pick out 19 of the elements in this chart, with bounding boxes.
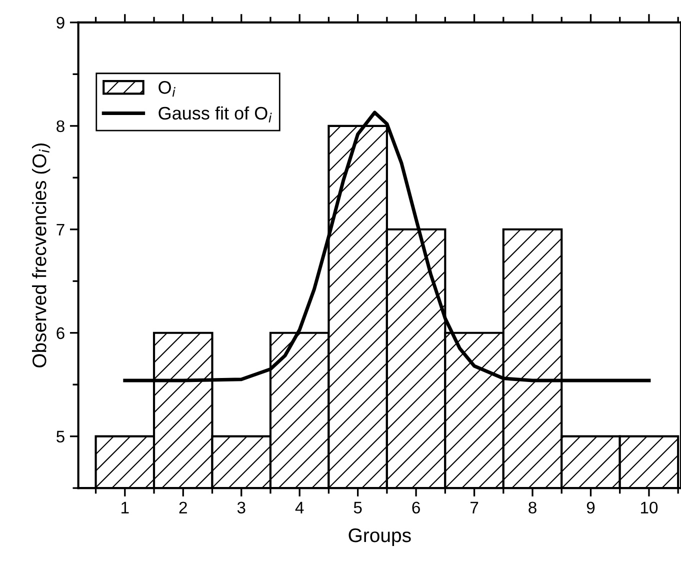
y-tick-label: 5 [56, 430, 64, 443]
x-tick-label: 8 [528, 502, 536, 514]
x-tick-label: 2 [179, 502, 187, 514]
x-tick-label: 4 [295, 502, 304, 514]
x-tick-label: 7 [470, 502, 478, 514]
y-tick-label: 9 [56, 16, 64, 29]
y-tick-label: 8 [56, 120, 64, 132]
y-tick-label: 6 [56, 327, 64, 340]
x-tick-label: 5 [354, 502, 362, 514]
y-axis-title: Observed frecvencies (O$_{i}$) [32, 144, 50, 368]
x-tick-label: 1 [122, 502, 129, 514]
x-tick-label: 3 [237, 502, 246, 514]
legend-label: Gauss fit of O$_{i}$ [158, 106, 272, 122]
x-tick-label: 6 [412, 502, 420, 514]
legend-label: O$_{i}$ [158, 81, 176, 97]
y-tick-label: 7 [56, 224, 64, 236]
x-axis-title: Groups [348, 528, 411, 546]
x-tick-label: 10 [640, 502, 658, 514]
x-tick-label: 9 [586, 502, 595, 514]
